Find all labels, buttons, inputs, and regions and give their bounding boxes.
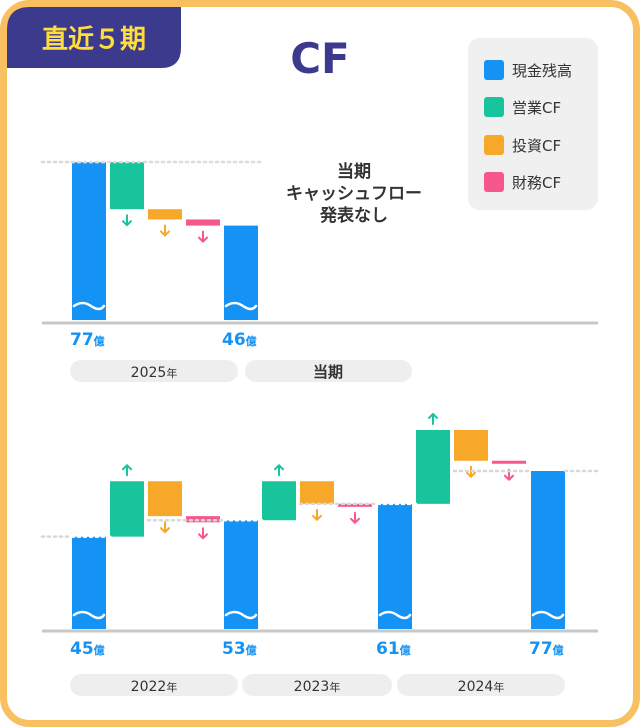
operating-arrow-2025 bbox=[122, 214, 132, 227]
operating-bar-2025 bbox=[110, 162, 144, 210]
cash-bar-end-2024 bbox=[531, 471, 565, 629]
year-pill-2023-label: 2023年 bbox=[294, 679, 341, 695]
operating-arrow-2024 bbox=[428, 412, 438, 425]
chart-title: CF bbox=[290, 34, 350, 83]
year-pill-2022-label: 2022年 bbox=[131, 679, 178, 695]
operating-arrow-2022 bbox=[122, 464, 132, 477]
cash-bar-end-2024-wave bbox=[531, 610, 565, 620]
legend-swatch-cash bbox=[484, 60, 504, 80]
investing-bar-2025 bbox=[148, 209, 182, 220]
badge bbox=[7, 7, 181, 68]
operating-bar-2022 bbox=[110, 481, 144, 537]
year-pill-2024 bbox=[397, 674, 565, 696]
note-line-2: キャッシュフロー bbox=[286, 184, 422, 204]
operating-bar-2023 bbox=[262, 481, 296, 521]
note-line-3: 発表なし bbox=[319, 205, 388, 226]
note-line-1: 当期 bbox=[337, 161, 371, 182]
operating-bar-2024 bbox=[416, 429, 450, 504]
cash-bar-2024-wave bbox=[378, 610, 412, 620]
cash-label-2022: 45億 bbox=[70, 639, 105, 659]
cash-label-2025: 77億 bbox=[70, 330, 105, 350]
legend-label-investing: 投資CF bbox=[512, 137, 561, 155]
financing-arrow-2023 bbox=[350, 511, 360, 524]
current-period-note: 当期 キャッシュフロー 発表なし bbox=[286, 161, 422, 226]
investing-arrow-2023 bbox=[312, 508, 322, 521]
cash-label-2024: 61億 bbox=[376, 639, 411, 659]
investing-bar-2024 bbox=[454, 429, 488, 461]
year-pill-2024-label: 2024年 bbox=[458, 679, 505, 695]
financing-bar-2025 bbox=[186, 219, 220, 226]
cash-bar-2023 bbox=[224, 520, 258, 629]
cash-bar-2022-wave bbox=[72, 610, 106, 620]
badge-label: 直近５期 bbox=[42, 25, 146, 55]
legend-label-operating: 営業CF bbox=[512, 99, 561, 117]
financing-arrow-2022 bbox=[198, 527, 208, 540]
cash-bar-end-2025-wave bbox=[224, 301, 258, 311]
legend-swatch-financing bbox=[484, 172, 504, 192]
legend-label-cash: 現金残高 bbox=[512, 62, 572, 80]
legend: 現金残高 営業CF 投資CF 財務CF bbox=[484, 60, 572, 192]
year-pill-2023 bbox=[242, 674, 392, 696]
cash-bar-2025 bbox=[72, 162, 106, 320]
investing-bar-2023 bbox=[300, 481, 334, 504]
period-pill-current bbox=[245, 360, 412, 382]
investing-arrow-2022 bbox=[160, 521, 170, 534]
operating-arrow-2023 bbox=[274, 464, 284, 477]
cash-label-end-2025: 46億 bbox=[222, 330, 257, 350]
legend-swatch-investing bbox=[484, 135, 504, 155]
investing-bar-2022 bbox=[148, 481, 182, 517]
cash-bar-2023-wave bbox=[224, 610, 258, 620]
legend-label-financing: 財務CF bbox=[512, 174, 561, 192]
chart-marks: 77億 46億 45億 53億 61億 77億 bbox=[40, 160, 600, 659]
investing-arrow-2025 bbox=[160, 224, 170, 237]
legend-box bbox=[468, 38, 598, 210]
financing-arrow-2025 bbox=[198, 230, 208, 243]
financing-bar-2024 bbox=[492, 460, 526, 464]
year-pill-2025-label: 2025年 bbox=[131, 365, 178, 381]
cash-bar-2025-wave bbox=[72, 301, 106, 311]
year-pill-2022 bbox=[70, 674, 238, 696]
cash-bar-2024 bbox=[378, 503, 412, 629]
period-pill-current-label: 当期 bbox=[313, 363, 343, 381]
year-pill-2025 bbox=[70, 360, 238, 382]
legend-swatch-operating bbox=[484, 97, 504, 117]
cash-label-2023: 53億 bbox=[222, 639, 257, 659]
cash-label-end-2024: 77億 bbox=[529, 639, 564, 659]
financing-bar-2023 bbox=[338, 503, 372, 507]
